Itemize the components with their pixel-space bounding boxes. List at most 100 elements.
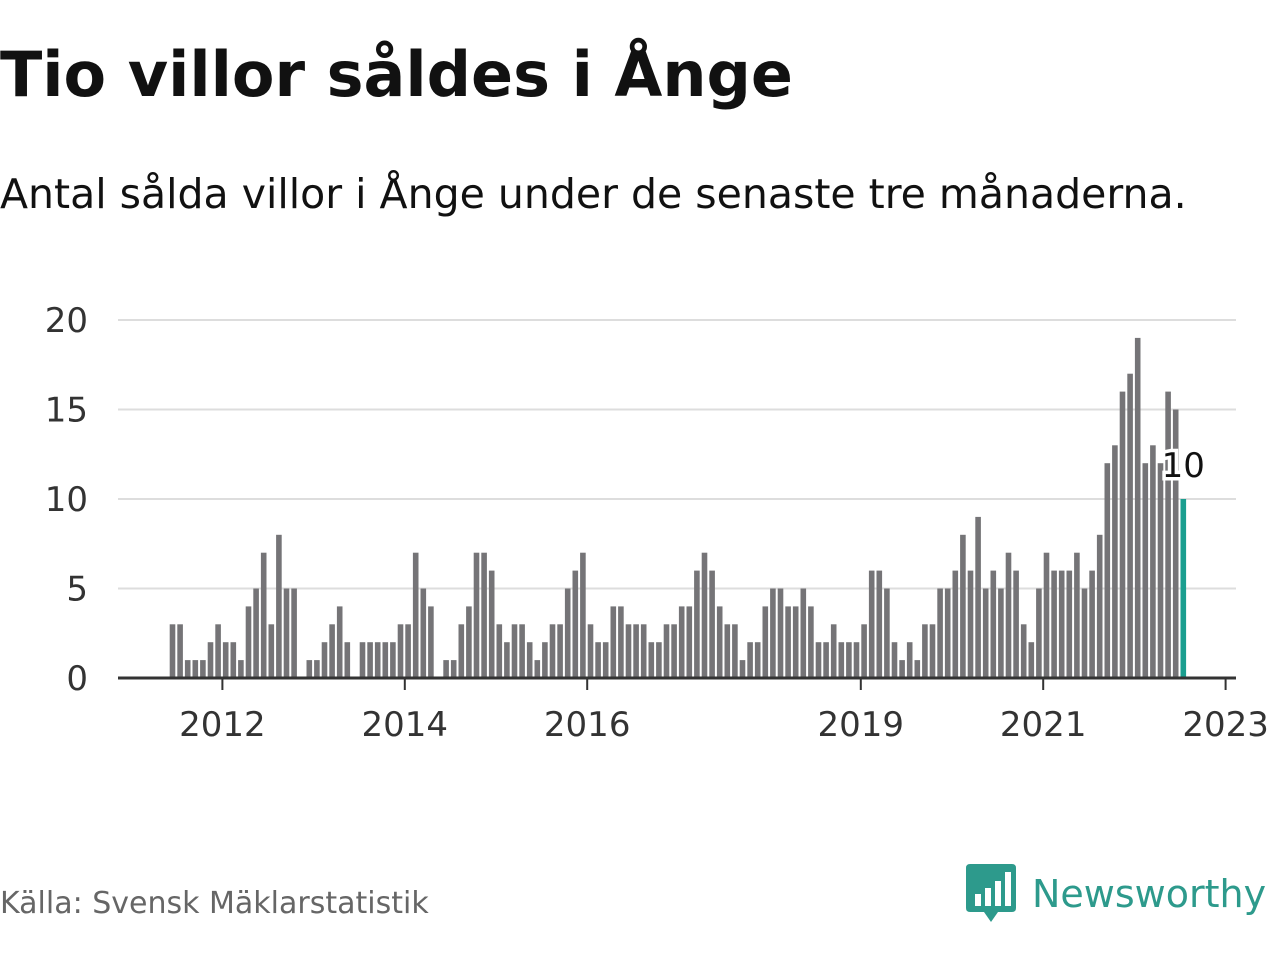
bar	[412, 552, 419, 678]
bar	[785, 606, 791, 678]
y-tick-label: 5	[66, 570, 88, 610]
bar	[268, 624, 275, 678]
bar	[830, 624, 837, 678]
bar	[192, 660, 199, 678]
bar	[557, 624, 563, 678]
bar	[519, 624, 525, 678]
bar	[1028, 642, 1035, 678]
bar	[230, 642, 237, 678]
bar	[450, 660, 457, 678]
bar	[405, 624, 411, 678]
bar	[990, 570, 997, 678]
bar	[1142, 463, 1149, 678]
bar	[906, 642, 913, 678]
bar	[1096, 534, 1103, 678]
bar	[245, 606, 252, 678]
bar	[428, 606, 434, 678]
bar	[1127, 373, 1133, 678]
bar	[868, 570, 875, 678]
bar	[633, 624, 639, 678]
bar	[572, 570, 579, 678]
y-tick-label: 15	[45, 391, 88, 431]
bar	[314, 660, 320, 678]
bar	[184, 660, 191, 678]
y-tick-label: 20	[45, 301, 88, 341]
bar	[344, 642, 351, 678]
bar	[754, 642, 761, 678]
y-tick-label: 10	[45, 480, 88, 520]
bar	[260, 552, 267, 678]
bar	[336, 606, 343, 678]
bar	[732, 624, 738, 678]
bar	[200, 660, 206, 678]
x-tick-label: 2014	[362, 705, 449, 745]
bar	[169, 624, 176, 678]
bar	[922, 624, 928, 678]
bar	[1172, 409, 1179, 678]
bar	[306, 660, 313, 678]
chart-title: Tio villor såldes i Ånge	[0, 38, 793, 111]
bar	[397, 624, 404, 678]
bar	[291, 588, 297, 678]
bar	[215, 624, 221, 678]
bar	[618, 606, 624, 678]
bar	[952, 570, 959, 678]
bar	[808, 606, 814, 678]
brand-name: Newsworthy	[1032, 872, 1267, 916]
bar	[473, 552, 480, 678]
bar	[967, 570, 974, 678]
bar	[853, 642, 860, 678]
bar	[1051, 570, 1057, 678]
bar	[1112, 445, 1118, 678]
bar	[1074, 552, 1080, 678]
bar	[762, 606, 769, 678]
bar	[648, 642, 655, 678]
bar	[944, 588, 951, 678]
bar	[792, 606, 799, 678]
bar	[329, 624, 335, 678]
bar	[1081, 588, 1088, 678]
bar	[1089, 570, 1095, 678]
y-tick-label: 0	[66, 659, 88, 699]
x-tick-label: 2023	[1182, 705, 1269, 745]
bar-highlight	[1180, 499, 1187, 678]
bar	[488, 570, 495, 678]
source-credit: Källa: Svensk Mäklarstatistik	[0, 886, 429, 921]
bar	[511, 624, 518, 678]
x-tick-label: 2012	[179, 705, 266, 745]
bar	[884, 588, 890, 678]
bar	[458, 624, 465, 678]
bar	[580, 552, 586, 678]
bar	[1150, 445, 1156, 678]
bar	[481, 552, 487, 678]
bar	[800, 588, 807, 678]
bar	[891, 642, 898, 678]
brand-logo: Newsworthy	[966, 864, 1266, 924]
x-tick-label: 2016	[544, 705, 631, 745]
bar	[1165, 391, 1171, 678]
bar-chart-speech-bubble-icon	[966, 864, 1016, 922]
bar	[846, 642, 852, 678]
bar	[770, 588, 776, 678]
bar	[1058, 570, 1065, 678]
bar	[253, 588, 259, 678]
bar	[526, 642, 533, 678]
bar	[602, 642, 609, 678]
bar	[656, 642, 662, 678]
bar	[542, 642, 548, 678]
bar	[937, 588, 943, 678]
bar	[663, 624, 670, 678]
bar	[823, 642, 829, 678]
bar	[496, 624, 503, 678]
bar	[587, 624, 594, 678]
bar	[724, 624, 731, 678]
bar	[747, 642, 753, 678]
bar	[876, 570, 883, 678]
bar	[504, 642, 510, 678]
bar	[549, 624, 556, 678]
bar	[564, 588, 571, 678]
bar	[625, 624, 632, 678]
bar	[276, 534, 282, 678]
bar	[1066, 570, 1073, 678]
bar	[374, 642, 381, 678]
